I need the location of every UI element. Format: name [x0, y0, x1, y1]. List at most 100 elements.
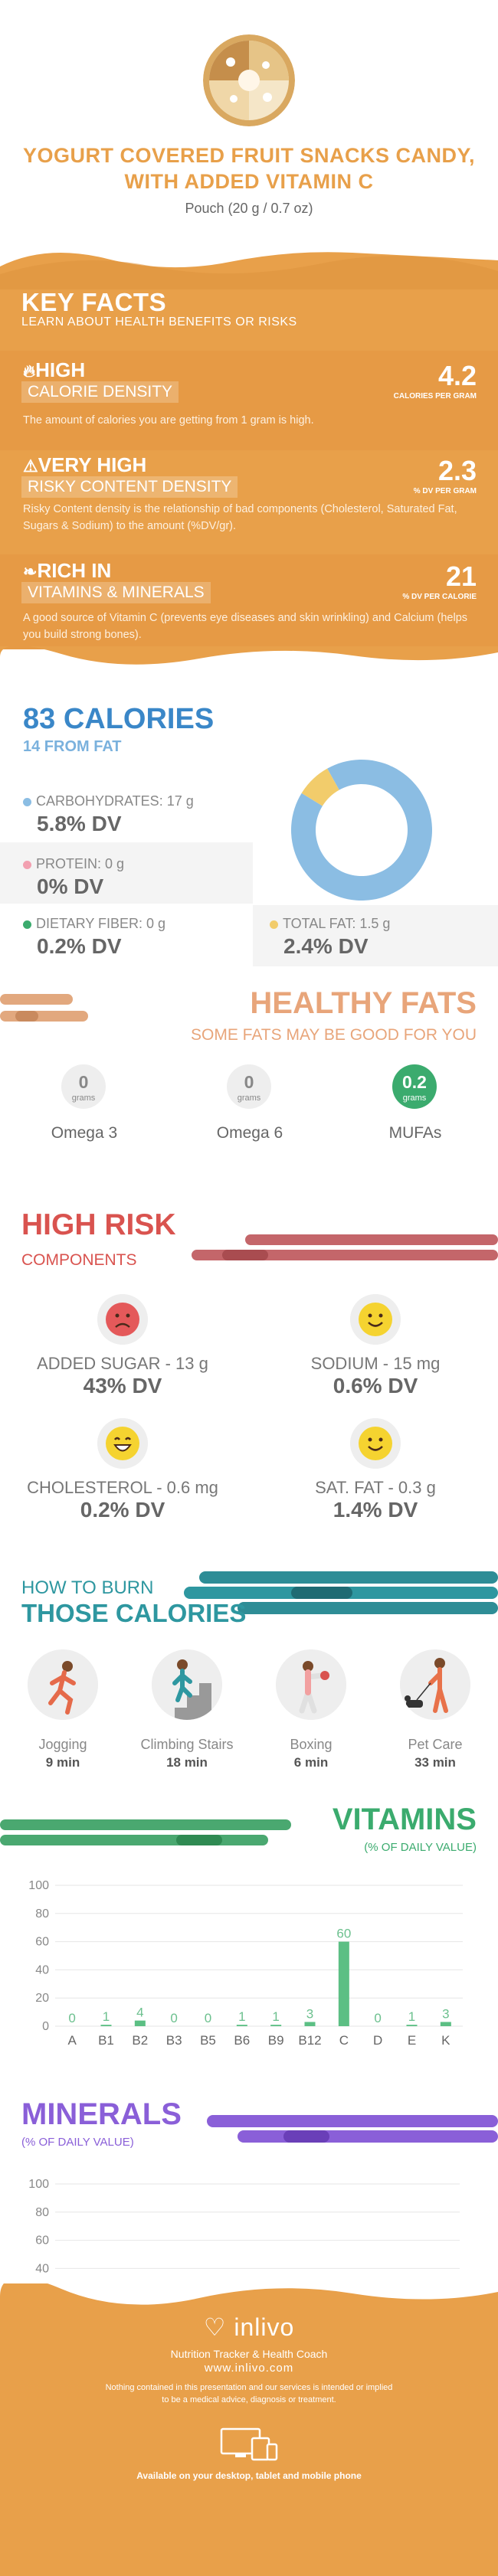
fact-unit: % DV PER GRAM: [413, 487, 477, 495]
section-wave: [0, 646, 498, 665]
nutrient-fiber: DIETARY FIBER: 0 g 0.2% DV: [0, 905, 253, 966]
data-label: 0: [68, 2011, 75, 2025]
data-label: 0: [205, 2011, 211, 2025]
fiber-dot: [23, 920, 31, 929]
x-tick-label: C: [339, 2033, 349, 2048]
risk-added-sugar: ADDED SUGAR - 13 g 43% DV: [8, 1294, 238, 1409]
activity-pet-care: Pet Care 33 min: [382, 1649, 489, 1772]
key-facts-subtitle: LEARN ABOUT HEALTH BENEFITS OR RISKS: [21, 315, 297, 329]
activity-time: 33 min: [414, 1755, 456, 1770]
footer-tagline: Nutrition Tracker & Health Coach: [170, 2348, 328, 2360]
serving-size: Pouch (20 g / 0.7 oz): [185, 201, 313, 216]
activity-boxing: Boxing 6 min: [257, 1649, 365, 1772]
flame-icon: 🔥︎: [23, 361, 36, 381]
risk-dv: 0.2% DV: [80, 1498, 165, 1522]
footer-url[interactable]: www.inlivo.com: [204, 2362, 294, 2375]
jogging-icon: [28, 1649, 98, 1720]
boxing-icon: [276, 1649, 346, 1720]
activity-climbing-stairs: Climbing Stairs 18 min: [133, 1649, 241, 1772]
x-tick-label: B5: [200, 2033, 216, 2048]
donut-slice-carbohydrates: [291, 760, 432, 901]
fact-unit: CALORIES PER GRAM: [393, 392, 477, 400]
activity-name: Pet Care: [408, 1737, 463, 1752]
activity-name: Climbing Stairs: [140, 1737, 234, 1752]
nutrient-dv: 0% DV: [37, 874, 104, 898]
risk-dv: 0.6% DV: [333, 1374, 418, 1398]
grin-face-icon: [97, 1418, 148, 1469]
x-tick-label: B1: [98, 2033, 114, 2048]
y-tick-label: 60: [35, 2234, 49, 2247]
sad-face-icon: [97, 1294, 148, 1345]
activity-jogging: Jogging 9 min: [9, 1649, 116, 1772]
y-tick-label: 20: [35, 1992, 49, 2005]
fact-description: The amount of calories you are getting f…: [23, 414, 314, 427]
y-tick-label: 80: [35, 2206, 49, 2219]
healthy-fats-subtitle: SOME FATS MAY BE GOOD FOR YOU: [190, 1026, 477, 1044]
risk-label: SAT. FAT - 0.3 g: [315, 1478, 436, 1497]
vitamins-title: VITAMINS: [332, 1803, 477, 1836]
fact-label: CALORIE DENSITY: [21, 381, 179, 403]
bar-b6: [236, 2025, 247, 2026]
happy-face-icon: [350, 1294, 401, 1345]
warning-icon: ⚠︎: [23, 456, 38, 476]
data-label: 3: [442, 2006, 449, 2021]
fact-vitamins-minerals: ❧RICH IN VITAMINS & MINERALS 21 % DV PER…: [0, 551, 498, 659]
leaf-icon: ❧: [23, 562, 38, 581]
x-tick-label: B12: [298, 2033, 321, 2048]
total-fat-dot: [270, 920, 278, 929]
calories-title: 83 CALORIES: [23, 703, 215, 735]
activity-time: 18 min: [166, 1755, 208, 1770]
macro-donut-chart: [291, 760, 432, 901]
data-label: 3: [306, 2006, 313, 2021]
fact-value: 2.3: [437, 455, 477, 486]
y-tick-label: 100: [28, 2178, 49, 2191]
nutrient-dv: 5.8% DV: [37, 812, 122, 835]
nutrient-label: DIETARY FIBER: 0 g: [36, 916, 166, 931]
y-tick-label: 60: [35, 1936, 49, 1949]
devices-icon: [220, 2427, 278, 2461]
bar-k: [440, 2022, 451, 2026]
data-label: 1: [238, 2009, 245, 2024]
fact-description: A good source of Vitamin C (prevents eye…: [23, 612, 468, 641]
minerals-subtitle: (% OF DAILY VALUE): [21, 2136, 134, 2149]
risk-label: CHOLESTEROL - 0.6 mg: [27, 1478, 218, 1497]
fat-value-circle: 0.2 grams: [392, 1064, 437, 1109]
data-label: 1: [408, 2009, 415, 2024]
fat-name: Omega 6: [216, 1124, 283, 1142]
data-label: 4: [136, 2006, 143, 2020]
data-label: 0: [170, 2011, 177, 2025]
burn-title-line1: HOW TO BURN: [21, 1577, 154, 1598]
y-tick-label: 0: [42, 2020, 49, 2033]
y-tick-label: 40: [35, 2262, 49, 2275]
stairs-icon: [152, 1649, 222, 1720]
bar-b12: [304, 2022, 316, 2026]
nutrient-label: TOTAL FAT: 1.5 g: [283, 916, 391, 931]
fact-value: 21: [445, 561, 477, 592]
activity-name: Jogging: [38, 1737, 87, 1752]
nutrient-label: PROTEIN: 0 g: [36, 856, 125, 871]
risk-cholesterol: CHOLESTEROL - 0.6 mg 0.2% DV: [8, 1418, 238, 1533]
nutrient-total-fat: TOTAL FAT: 1.5 g 2.4% DV: [253, 905, 498, 966]
food-photo: [203, 34, 295, 126]
fact-description: Risky Content density is the relationshi…: [23, 503, 457, 532]
decor-stripes: [184, 1571, 498, 1614]
data-label: 0: [374, 2011, 381, 2025]
nutrient-label: CARBOHYDRATES: 17 g: [36, 793, 194, 809]
decor-stripes: [0, 1819, 291, 1845]
minerals-title: MINERALS: [21, 2097, 182, 2131]
healthy-fats-title: HEALTHY FATS: [250, 986, 477, 1020]
fact-level: ❧RICH IN: [23, 559, 112, 582]
nutrient-carbohydrates: CARBOHYDRATES: 17 g 5.8% DV: [0, 781, 245, 842]
x-tick-label: E: [408, 2033, 416, 2048]
x-tick-label: B2: [132, 2033, 148, 2048]
activity-time: 6 min: [293, 1755, 329, 1770]
risk-label: SODIUM - 15 mg: [310, 1354, 441, 1373]
decor-stripes: [192, 1234, 498, 1260]
activity-time: 9 min: [45, 1755, 80, 1770]
footer-logo[interactable]: ♡ inlivo: [203, 2313, 295, 2341]
activity-name: Boxing: [290, 1737, 333, 1752]
x-tick-label: B6: [234, 2033, 250, 2048]
donut-slice-total-fat: [301, 768, 339, 806]
product-title: YOGURT COVERED FRUIT SNACKS CANDY, WITH …: [22, 144, 476, 193]
